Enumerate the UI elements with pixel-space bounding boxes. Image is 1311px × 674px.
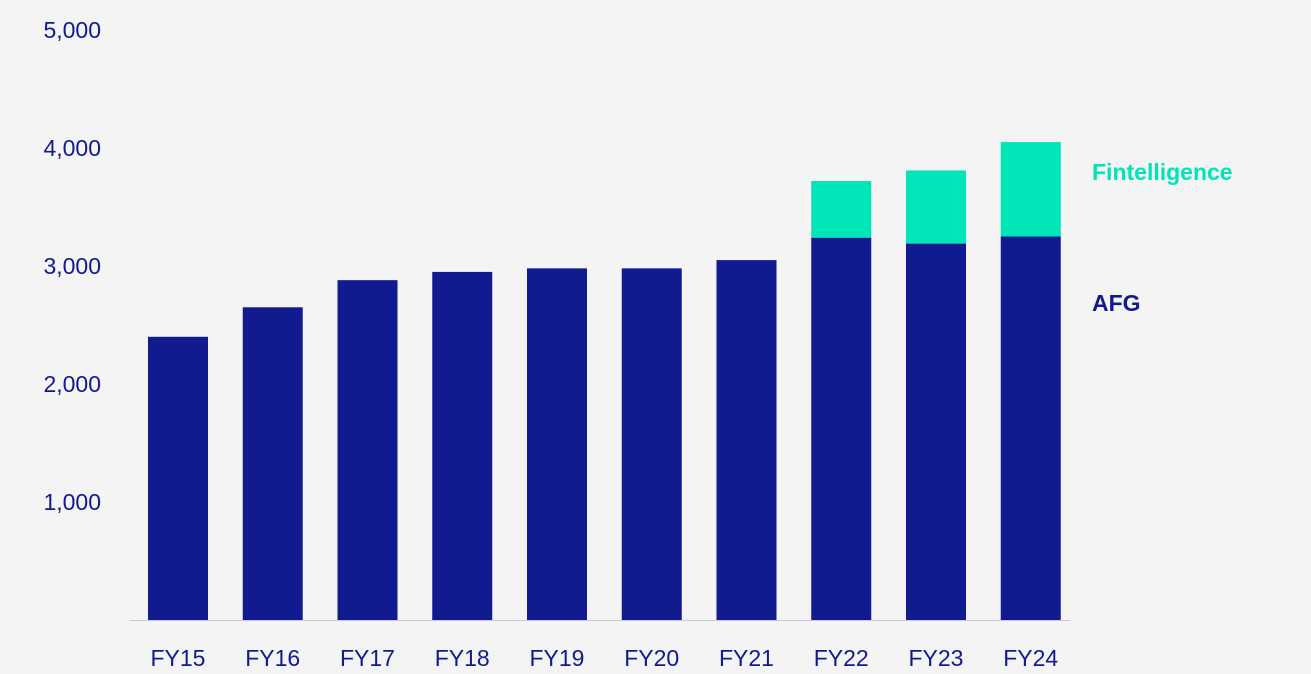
- x-axis: FY15 FY16 FY17 FY18 FY19 FY20 FY21 FY22 FY23 FY24: [151, 645, 1059, 671]
- bar-fintelligence-fy22: [811, 181, 872, 238]
- x-tick-label: FY16: [245, 645, 300, 669]
- bar-afg-fy15: [148, 336, 208, 620]
- bar-fintelligence-fy23: [906, 170, 966, 244]
- bar-afg-fy19: [527, 268, 587, 620]
- x-tick-label: FY24: [1003, 645, 1058, 669]
- bar-afg-fy24: [1000, 236, 1061, 620]
- x-tick-label: FY21: [719, 645, 774, 669]
- bar-fintelligence-fy24: [1000, 142, 1061, 237]
- y-tick-label: 5,000: [43, 17, 101, 43]
- x-tick-label: FY18: [435, 645, 490, 669]
- x-tick-label: FY22: [814, 645, 869, 669]
- legend-label-afg: AFG: [1092, 290, 1141, 316]
- legend: AFG Fintelligence: [1092, 159, 1233, 316]
- y-tick-label: 2,000: [43, 371, 101, 397]
- bar-afg-fy17: [337, 280, 398, 620]
- x-tick-label: FY19: [530, 645, 585, 669]
- bar-afg-fy23: [906, 243, 966, 620]
- y-tick-label: 3,000: [43, 253, 101, 279]
- legend-label-fintelligence: Fintelligence: [1092, 159, 1233, 185]
- bar-afg-fy22: [811, 237, 872, 620]
- x-tick-label: FY15: [151, 645, 206, 669]
- bars: [148, 142, 1061, 620]
- y-tick-label: 4,000: [43, 135, 101, 161]
- y-axis: 1,000 2,000 3,000 4,000 5,000: [43, 17, 101, 515]
- bar-afg-fy21: [716, 260, 777, 620]
- bar-afg-fy18: [432, 271, 493, 620]
- x-tick-label: FY23: [909, 645, 964, 669]
- bar-afg-fy16: [242, 307, 303, 620]
- x-tick-label: FY20: [624, 645, 679, 669]
- y-tick-label: 1,000: [43, 489, 101, 515]
- x-tick-label: FY17: [340, 645, 395, 669]
- bar-afg-fy20: [621, 268, 682, 620]
